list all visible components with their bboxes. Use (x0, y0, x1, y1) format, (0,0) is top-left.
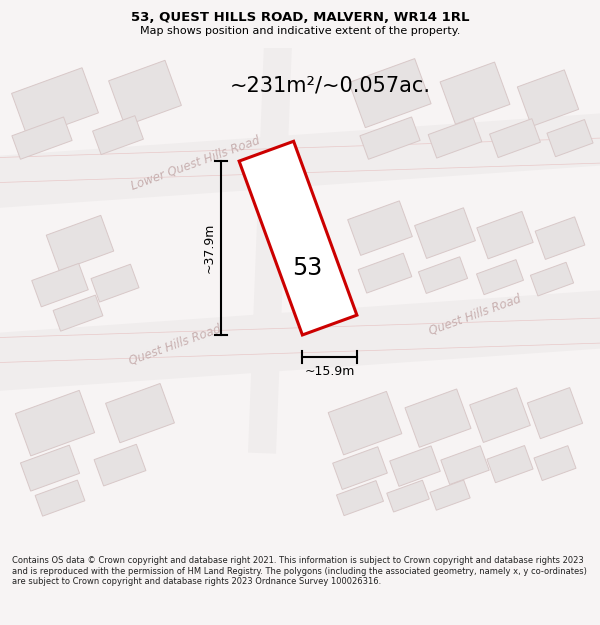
Polygon shape (530, 262, 574, 296)
Polygon shape (547, 119, 593, 157)
Polygon shape (358, 253, 412, 293)
Polygon shape (476, 259, 523, 294)
Polygon shape (517, 70, 578, 126)
Text: ~37.9m: ~37.9m (203, 223, 216, 273)
Polygon shape (20, 445, 80, 491)
Polygon shape (12, 117, 72, 159)
Polygon shape (53, 295, 103, 331)
Polygon shape (441, 446, 489, 484)
Polygon shape (487, 446, 533, 483)
Text: Quest Hills Road: Quest Hills Road (427, 292, 523, 338)
Polygon shape (428, 118, 482, 158)
Polygon shape (347, 201, 412, 256)
Text: 53: 53 (292, 256, 322, 280)
Text: ~231m²/~0.057ac.: ~231m²/~0.057ac. (230, 75, 431, 95)
Text: Lower Quest Hills Road: Lower Quest Hills Road (129, 134, 261, 192)
Polygon shape (35, 480, 85, 516)
Polygon shape (360, 117, 420, 159)
Polygon shape (332, 447, 388, 489)
Text: Map shows position and indicative extent of the property.: Map shows position and indicative extent… (140, 26, 460, 36)
Polygon shape (534, 446, 576, 481)
Text: Contains OS data © Crown copyright and database right 2021. This information is : Contains OS data © Crown copyright and d… (12, 556, 587, 586)
Polygon shape (430, 480, 470, 510)
Polygon shape (106, 384, 175, 442)
Polygon shape (337, 481, 383, 516)
Polygon shape (328, 391, 402, 455)
Polygon shape (91, 264, 139, 302)
Polygon shape (415, 208, 475, 259)
Polygon shape (94, 444, 146, 486)
Text: 53, QUEST HILLS ROAD, MALVERN, WR14 1RL: 53, QUEST HILLS ROAD, MALVERN, WR14 1RL (131, 11, 469, 24)
Text: ~15.9m: ~15.9m (304, 365, 355, 378)
Polygon shape (239, 141, 357, 335)
Polygon shape (470, 388, 530, 442)
Polygon shape (405, 389, 471, 448)
Polygon shape (0, 112, 600, 209)
Polygon shape (418, 257, 467, 294)
Polygon shape (440, 62, 510, 124)
Polygon shape (248, 42, 292, 454)
Polygon shape (535, 217, 585, 259)
Polygon shape (32, 263, 88, 307)
Polygon shape (390, 446, 440, 486)
Polygon shape (527, 388, 583, 439)
Polygon shape (11, 68, 98, 139)
Polygon shape (349, 59, 431, 127)
Polygon shape (46, 216, 114, 271)
Polygon shape (92, 116, 143, 154)
Polygon shape (477, 211, 533, 259)
Text: Quest Hills Road: Quest Hills Road (127, 322, 223, 368)
Polygon shape (490, 119, 541, 158)
Polygon shape (0, 289, 600, 392)
Polygon shape (16, 391, 95, 456)
Polygon shape (387, 480, 429, 512)
Polygon shape (109, 60, 181, 126)
